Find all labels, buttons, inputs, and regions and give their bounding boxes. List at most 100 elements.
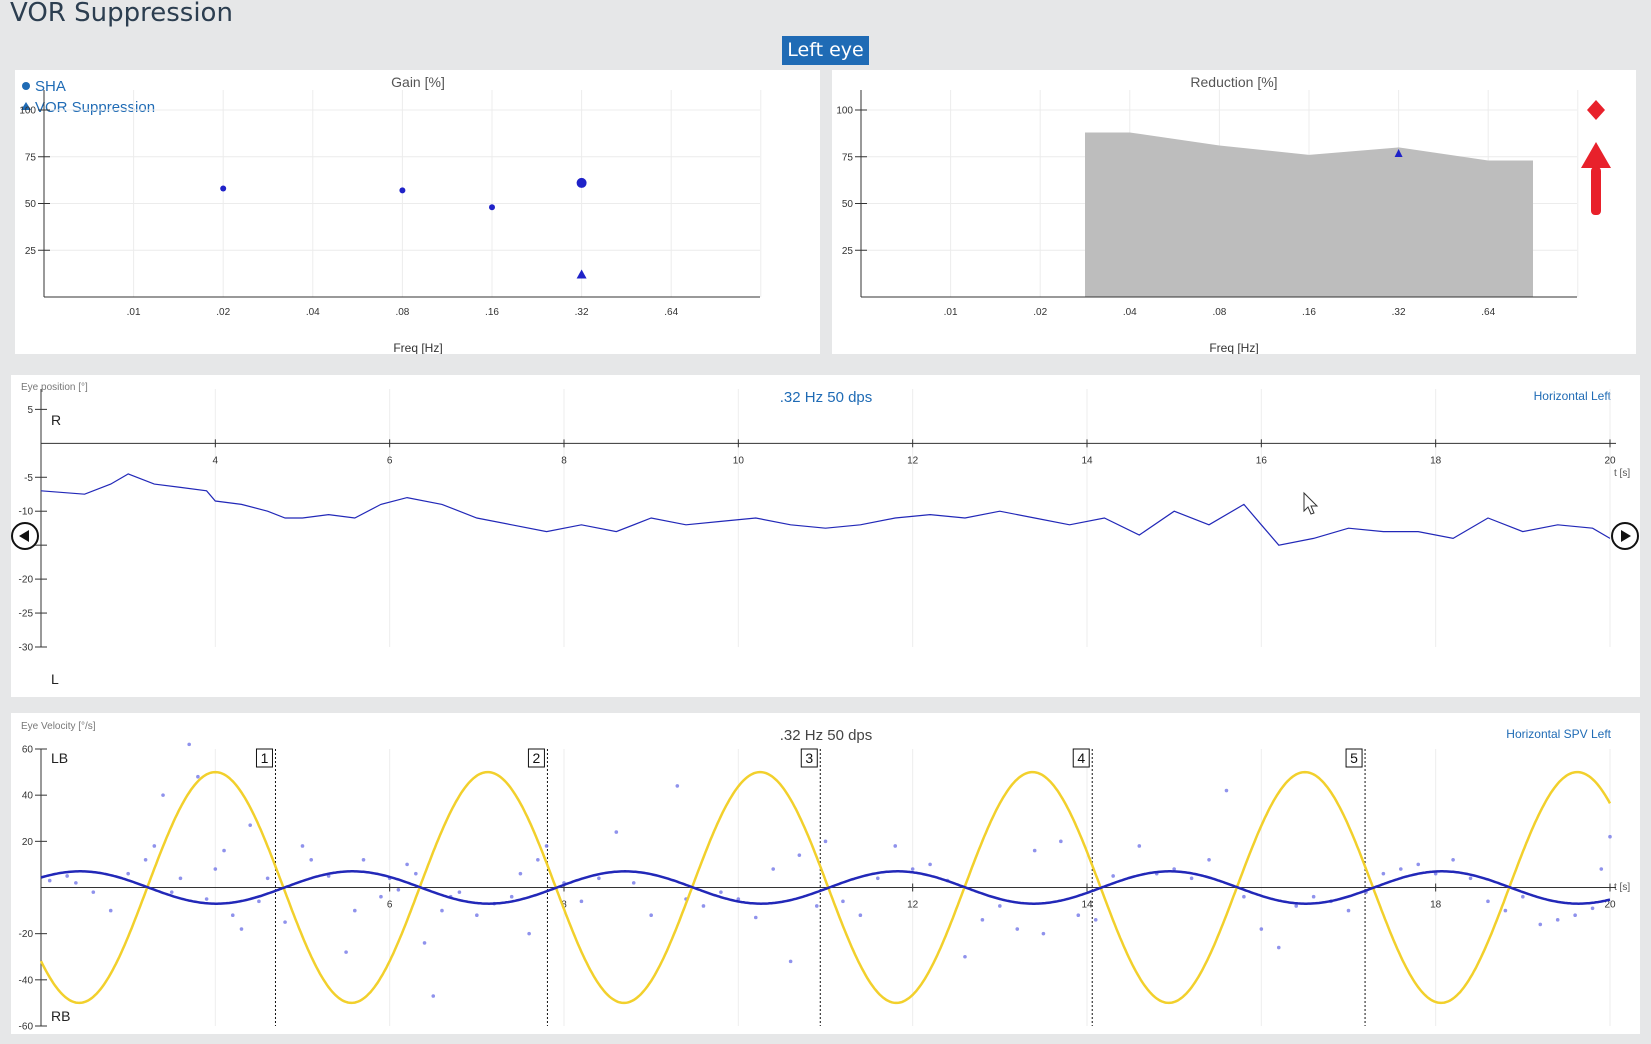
reduction-xlabel: Freq [Hz] <box>1209 341 1258 354</box>
x-tick-label: .64 <box>664 307 678 318</box>
velocity-point <box>422 941 427 945</box>
velocity-point <box>1015 927 1020 931</box>
velocity-point <box>414 871 418 876</box>
sha-point <box>399 187 406 194</box>
circle-arrow-right-icon[interactable] <box>1611 522 1639 550</box>
y-tick-label: -20 <box>19 575 34 586</box>
velocity-point <box>1294 904 1298 908</box>
x-tick-label: .16 <box>1302 307 1316 318</box>
velocity-point <box>893 844 898 848</box>
velocity-point <box>169 890 174 894</box>
velocity-point <box>1451 858 1455 862</box>
x-tick-label: .64 <box>1481 307 1495 318</box>
velocity-point <box>65 874 69 878</box>
velocity-point <box>998 904 1002 908</box>
y-tick-label: 75 <box>25 152 37 163</box>
reduction-title: Reduction [%] <box>1190 74 1277 90</box>
x-tick-label: .04 <box>306 307 320 318</box>
velocity-point <box>1059 839 1063 844</box>
velocity-point <box>788 959 793 964</box>
reduction-point <box>1394 149 1403 158</box>
y-tick-label: -60 <box>19 1022 34 1033</box>
velocity-point <box>823 839 828 844</box>
velocity-point <box>649 913 653 917</box>
eye-position-channel: Horizontal Left <box>1534 389 1612 403</box>
eye-velocity-panel: Eye Velocity [°/s] .32 Hz 50 dps Horizon… <box>11 713 1640 1034</box>
cycle-marker-box <box>255 748 273 768</box>
x-tick-label: .08 <box>1212 307 1226 318</box>
velocity-point <box>1207 858 1211 862</box>
velocity-point <box>518 871 523 876</box>
velocity-point <box>74 881 78 885</box>
velocity-point <box>91 890 96 894</box>
eye-velocity-bottom-label: RB <box>51 1008 70 1024</box>
legend-sha-label: SHA <box>35 78 66 95</box>
target-sine-trace <box>39 770 1612 1005</box>
x-tick-label: 8 <box>561 455 567 466</box>
velocity-point <box>187 742 191 747</box>
eye-position-trace <box>40 473 1611 546</box>
circle-arrow-left-icon[interactable] <box>11 522 39 550</box>
velocity-point <box>257 899 261 904</box>
velocity-point <box>771 867 775 871</box>
velocity-point <box>753 915 758 920</box>
velocity-point <box>1346 908 1351 913</box>
velocity-point <box>1259 927 1264 931</box>
cycle-marker-label: 5 <box>1350 750 1358 766</box>
legend-vor-label: VOR Suppression <box>35 99 155 116</box>
eye-position-panel: Eye position [°] .32 Hz 50 dps Horizonta… <box>11 375 1640 697</box>
velocity-point <box>579 899 584 904</box>
cycle-marker-label: 4 <box>1077 750 1085 766</box>
velocity-point <box>1608 834 1612 839</box>
gain-panel: Gain [%] SHA VOR Suppression Freq [Hz] .… <box>15 70 820 355</box>
x-tick-label: 18 <box>1430 900 1442 911</box>
x-tick-label: 10 <box>733 455 745 466</box>
eye-velocity-top-label: LB <box>51 750 68 766</box>
eye-position-title: .32 Hz 50 dps <box>780 389 873 406</box>
page-title: VOR Suppression <box>10 0 233 28</box>
cycle-marker-box <box>800 748 818 768</box>
velocity-point <box>719 890 723 894</box>
x-tick-label: .02 <box>1033 307 1047 318</box>
velocity-point <box>1111 874 1115 878</box>
velocity-point <box>248 823 252 827</box>
y-tick-label: 25 <box>842 246 854 257</box>
velocity-point <box>457 890 462 894</box>
velocity-point <box>1137 844 1142 848</box>
x-tick-label: 14 <box>1081 900 1093 911</box>
velocity-point <box>736 897 741 901</box>
velocity-point <box>239 927 244 931</box>
eye-position-bottom-label: L <box>51 671 59 687</box>
velocity-point <box>614 830 619 834</box>
x-tick-label: 6 <box>387 455 393 466</box>
y-tick-label: 25 <box>25 246 37 257</box>
velocity-point <box>396 888 401 892</box>
velocity-point <box>597 876 601 881</box>
velocity-point <box>910 867 915 871</box>
cycle-marker-label: 2 <box>533 750 541 766</box>
velocity-point <box>701 904 706 908</box>
velocity-point <box>980 918 985 922</box>
velocity-point <box>1093 918 1098 922</box>
sha-point <box>489 204 495 211</box>
left-eye-button[interactable]: Left eye <box>782 36 869 65</box>
velocity-point <box>1486 899 1490 904</box>
reduction-panel: Reduction [%] Freq [Hz] .01 .02 .04 .08 .16.… <box>832 70 1636 355</box>
velocity-point <box>1276 945 1281 950</box>
velocity-point <box>1032 848 1037 853</box>
vor-point <box>576 269 587 279</box>
velocity-point <box>265 876 270 881</box>
y-tick-label: 20 <box>22 837 34 848</box>
velocity-point <box>527 931 531 936</box>
fit-sine-trace <box>40 870 1611 905</box>
velocity-point <box>841 899 845 904</box>
velocity-point <box>1076 913 1081 917</box>
y-tick-label: 75 <box>842 152 854 163</box>
velocity-point <box>536 858 540 862</box>
velocity-point <box>1521 894 1525 899</box>
x-tick-label: .32 <box>1392 307 1406 318</box>
velocity-point <box>928 862 932 867</box>
y-tick-label: 60 <box>22 745 34 756</box>
velocity-point <box>143 858 148 862</box>
velocity-point <box>361 858 366 862</box>
